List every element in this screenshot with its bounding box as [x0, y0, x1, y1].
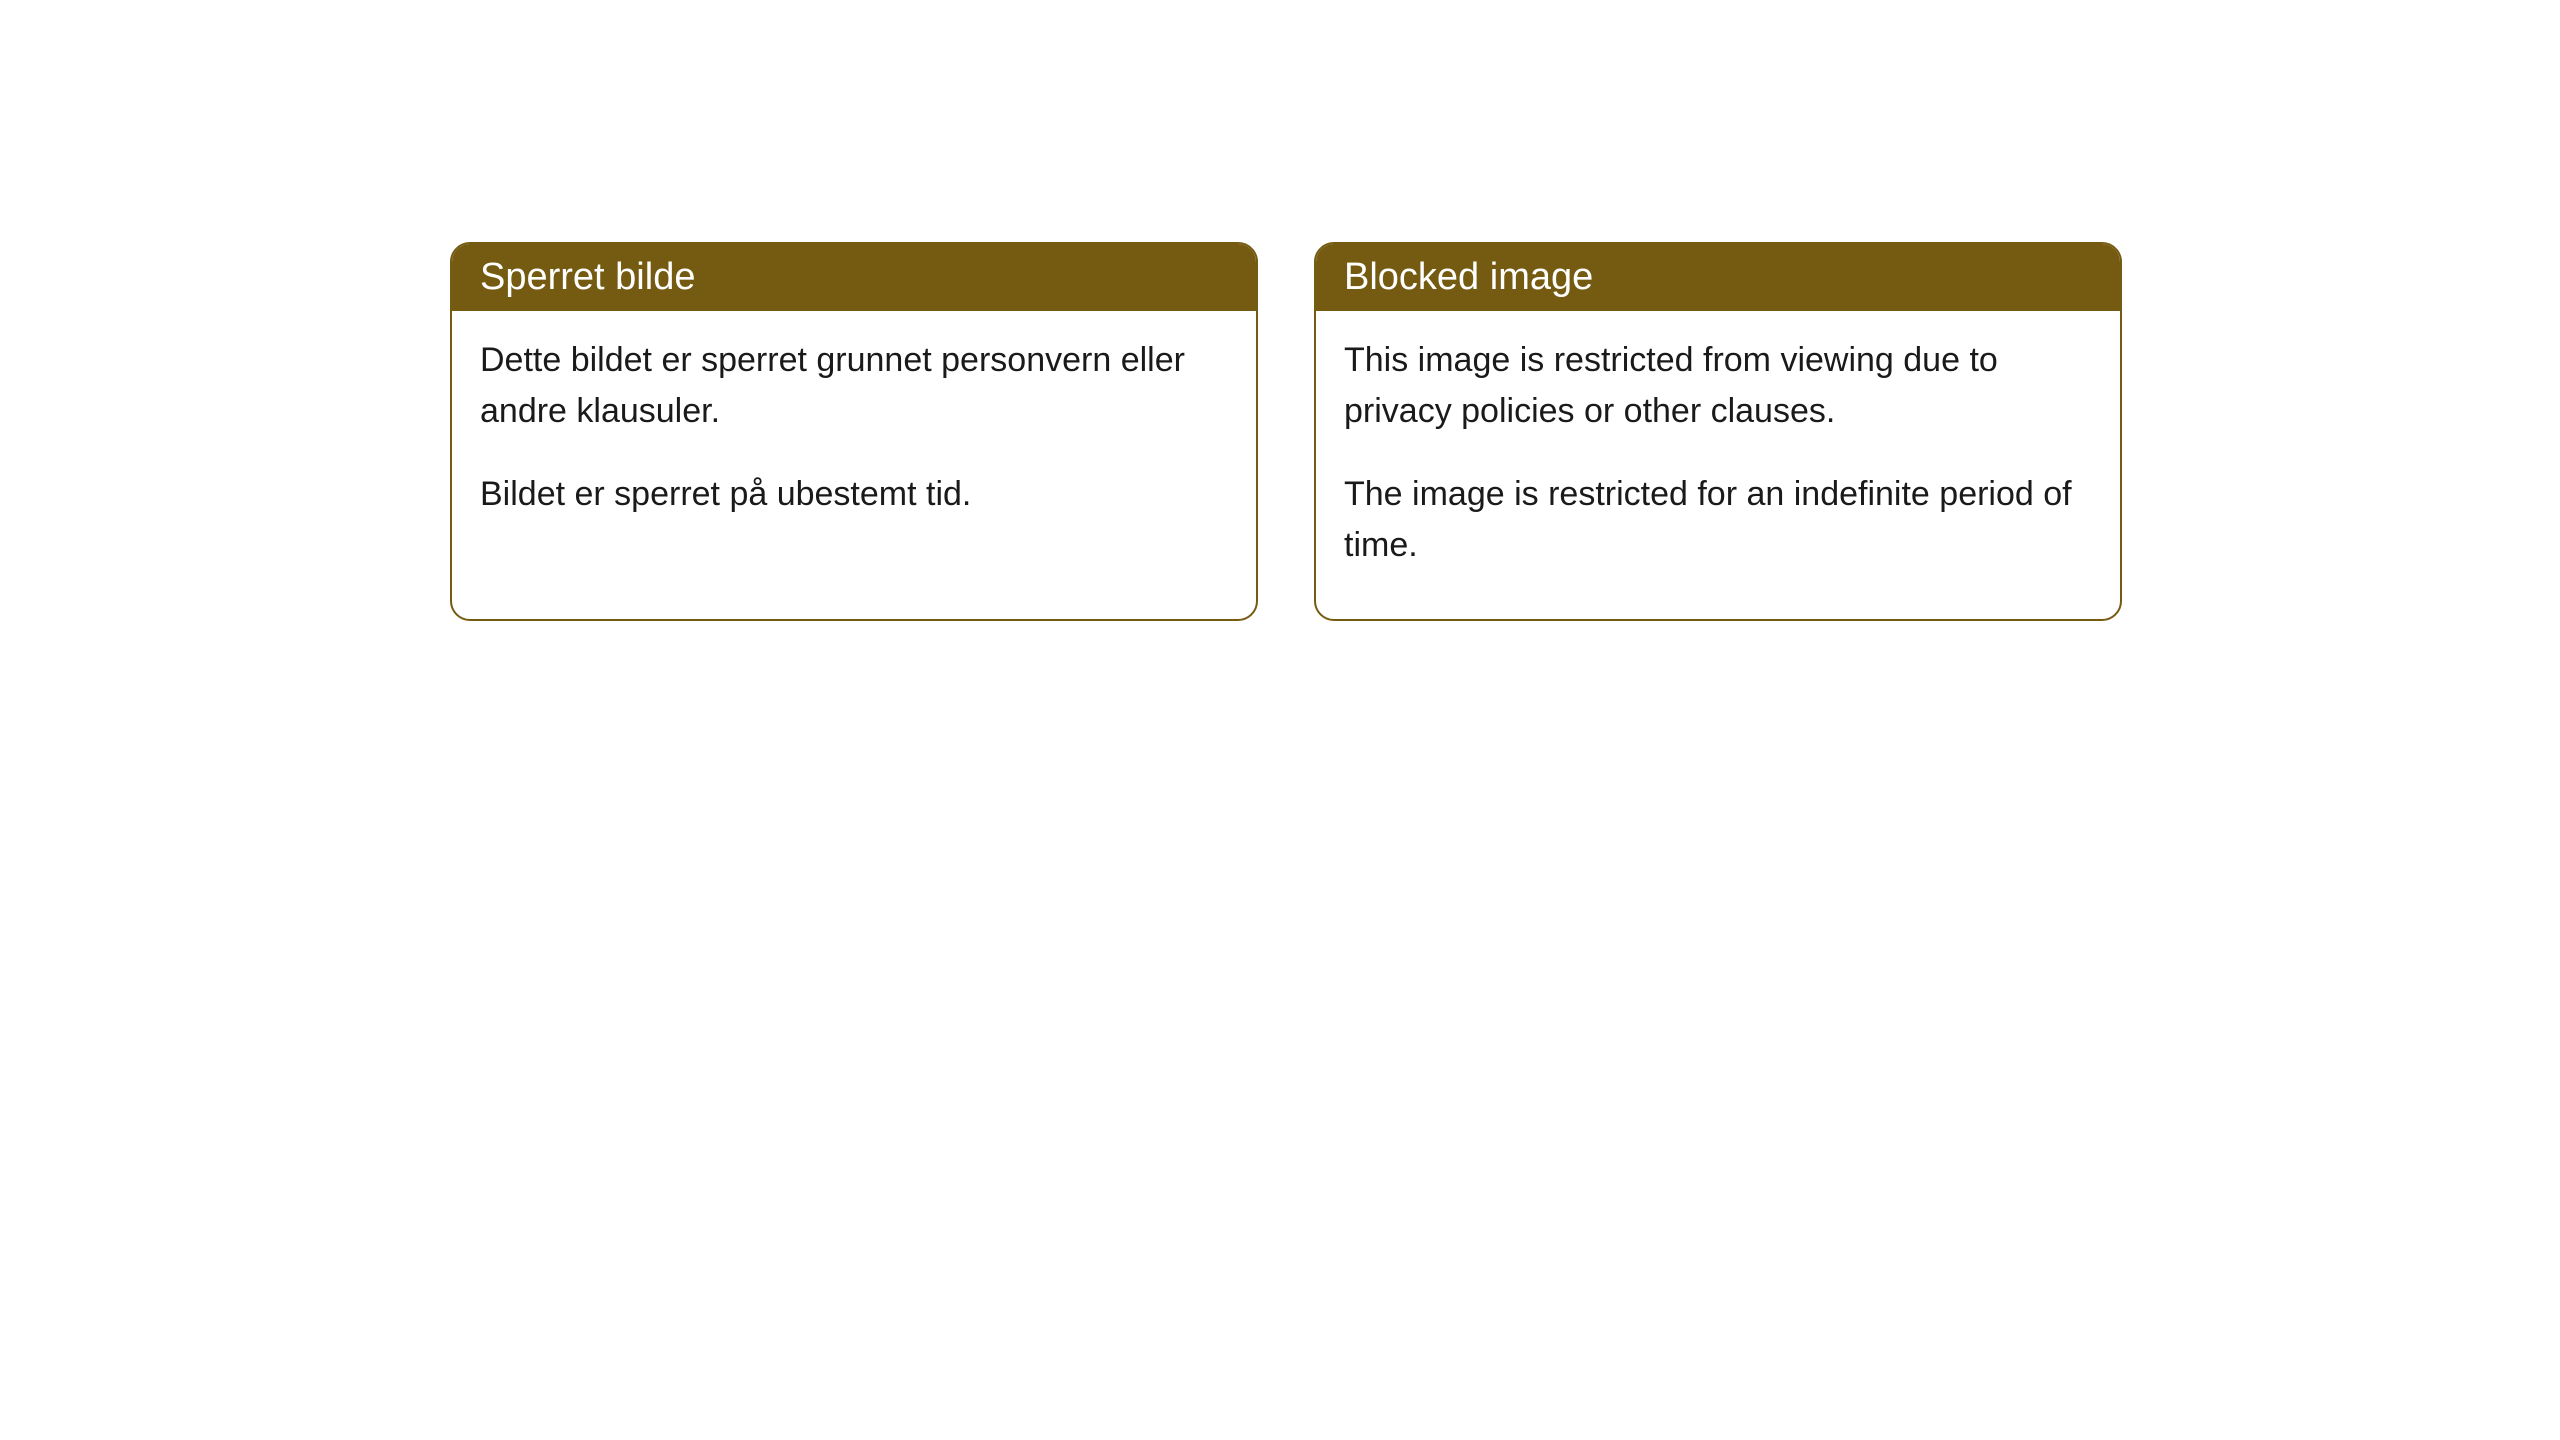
card-body-norwegian: Dette bildet er sperret grunnet personve… — [452, 311, 1256, 568]
blocked-image-card-english: Blocked image This image is restricted f… — [1314, 242, 2122, 621]
card-paragraph-1-norwegian: Dette bildet er sperret grunnet personve… — [480, 335, 1228, 437]
blocked-image-card-norwegian: Sperret bilde Dette bildet er sperret gr… — [450, 242, 1258, 621]
card-header-english: Blocked image — [1316, 244, 2120, 311]
card-paragraph-2-norwegian: Bildet er sperret på ubestemt tid. — [480, 469, 1228, 520]
card-header-norwegian: Sperret bilde — [452, 244, 1256, 311]
card-title-norwegian: Sperret bilde — [480, 256, 695, 298]
notice-cards-container: Sperret bilde Dette bildet er sperret gr… — [450, 242, 2122, 621]
card-body-english: This image is restricted from viewing du… — [1316, 311, 2120, 619]
card-paragraph-2-english: The image is restricted for an indefinit… — [1344, 469, 2092, 571]
card-title-english: Blocked image — [1344, 256, 1593, 298]
card-paragraph-1-english: This image is restricted from viewing du… — [1344, 335, 2092, 437]
